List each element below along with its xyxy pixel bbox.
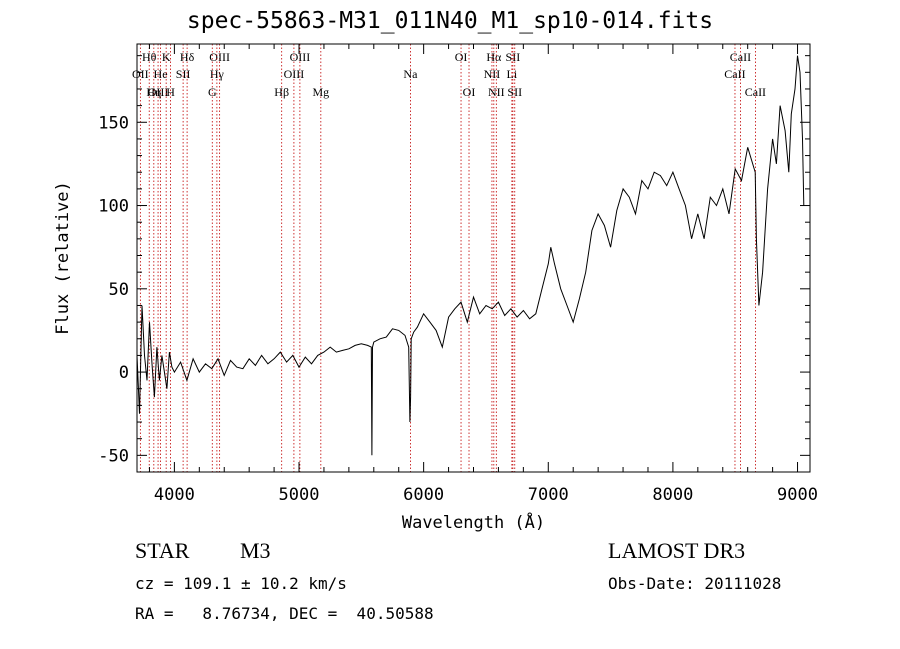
x-axis-label: Wavelength (Å) bbox=[402, 511, 545, 533]
x-tick-label: 6000 bbox=[403, 485, 444, 505]
line-marker-label: OIII bbox=[148, 85, 169, 99]
star-subclass: M3 bbox=[240, 538, 271, 563]
spectrum-series bbox=[136, 55, 805, 456]
line-marker-label: Hθ bbox=[142, 50, 157, 64]
y-tick-label: -50 bbox=[98, 446, 129, 466]
line-marker-label: OIII bbox=[209, 50, 230, 64]
line-marker-label: He bbox=[154, 67, 168, 81]
x-tick-label: 4000 bbox=[154, 485, 195, 505]
line-marker-label: SII bbox=[506, 50, 521, 64]
y-axis-label: Flux (relative) bbox=[53, 181, 73, 335]
line-marker-label: Hα bbox=[486, 50, 502, 64]
plot-frame bbox=[136, 43, 811, 473]
line-marker-label: OII bbox=[132, 67, 149, 81]
line-marker-label: OIII bbox=[290, 50, 311, 64]
line-marker-label: CaII bbox=[730, 50, 751, 64]
survey-name: LAMOST DR3 bbox=[608, 538, 746, 563]
line-marker-label: G bbox=[208, 85, 217, 99]
obs-date: Obs-Date: 20111028 bbox=[608, 574, 782, 593]
spectrum-line-0 bbox=[136, 55, 805, 456]
star-class: STAR bbox=[135, 538, 190, 563]
line-markers: Hθ OII OIII He K SII Hη H Hδ OIII Hγ G Hβ OIII OIII Mg N… bbox=[132, 44, 766, 472]
line-marker-label: Li bbox=[507, 67, 518, 81]
line-marker-label: Hη bbox=[146, 85, 161, 99]
line-marker-label: NII bbox=[484, 67, 501, 81]
line-marker-label: CaII bbox=[724, 67, 745, 81]
redshift-cz: cz = 109.1 ± 10.2 km/s bbox=[135, 574, 347, 593]
x-tick-label: 5000 bbox=[279, 485, 320, 505]
line-marker-label: Hγ bbox=[210, 67, 225, 81]
line-marker-label: OI bbox=[455, 50, 468, 64]
axis-labels: Wavelength (Å) Flux (relative) bbox=[53, 181, 545, 533]
y-tick-label: 150 bbox=[98, 113, 129, 133]
line-marker-label: CaII bbox=[745, 85, 766, 99]
axes bbox=[136, 43, 811, 473]
x-tick-label: 9000 bbox=[777, 485, 818, 505]
line-marker-label: H bbox=[166, 85, 175, 99]
line-marker-label: SII bbox=[507, 85, 522, 99]
line-marker-label: NII bbox=[488, 85, 505, 99]
line-marker-label: Hδ bbox=[180, 50, 195, 64]
chart-title: spec-55863-M31_011N40_M1_sp10-014.fits bbox=[186, 8, 714, 34]
line-marker-label: SII bbox=[176, 67, 191, 81]
line-marker-label: Mg bbox=[312, 85, 329, 99]
line-marker-label: Na bbox=[403, 67, 418, 81]
y-tick-label: 100 bbox=[98, 197, 129, 217]
line-marker-label: OI bbox=[463, 85, 476, 99]
line-marker-label: Hβ bbox=[274, 85, 289, 99]
x-tick-label: 8000 bbox=[652, 485, 693, 505]
ticks: 4000 5000 6000 7000 8000 9000 -50 0 50 100 150 bbox=[98, 44, 818, 505]
y-tick-label: 0 bbox=[119, 363, 129, 383]
x-tick-label: 7000 bbox=[528, 485, 569, 505]
line-marker-label: OIII bbox=[284, 67, 305, 81]
line-marker-label: K bbox=[162, 50, 171, 64]
ra-dec: RA = 8.76734, DEC = 40.50588 bbox=[135, 604, 434, 623]
y-tick-label: 50 bbox=[109, 280, 129, 300]
